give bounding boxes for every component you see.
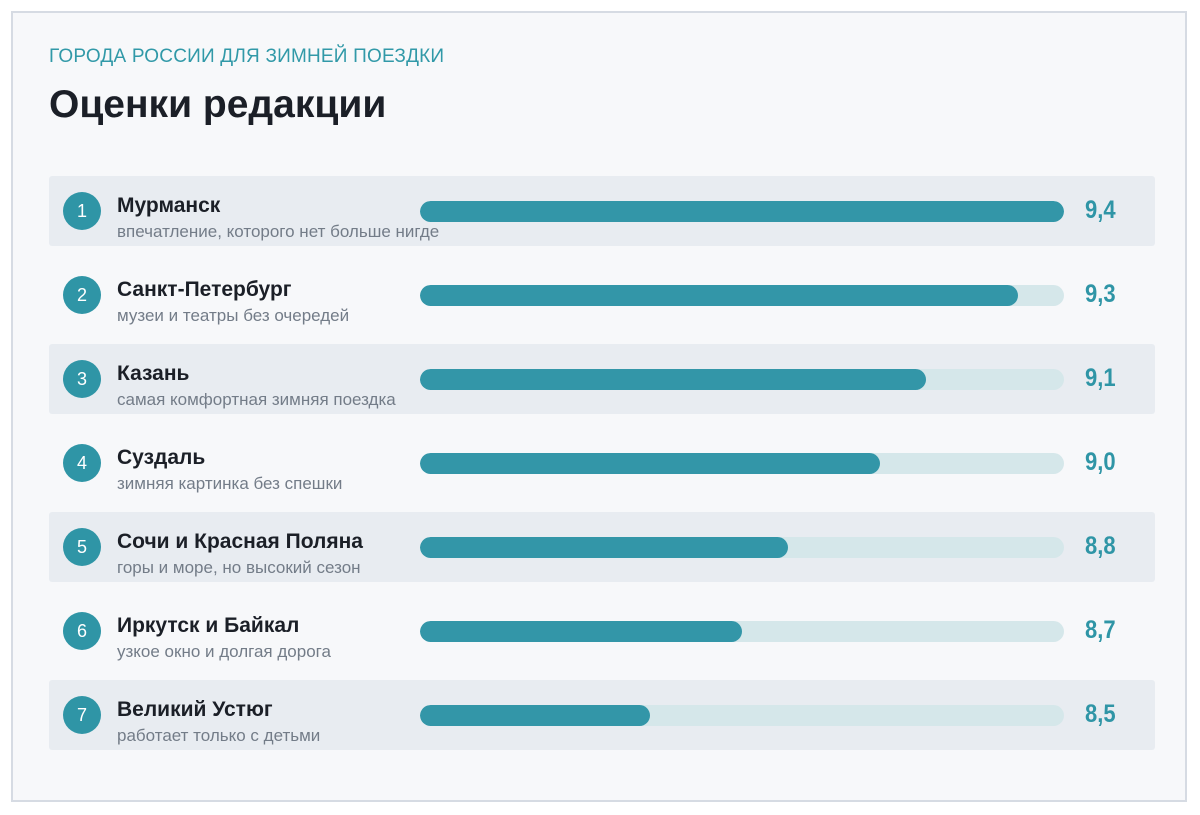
- bar-track: [420, 285, 1064, 306]
- city-name: Сочи и Красная Поляна: [117, 530, 363, 553]
- score-label: 9,4: [1085, 196, 1116, 224]
- bar-fill: [420, 285, 1019, 306]
- score-label: 8,7: [1085, 616, 1116, 644]
- bar-track: [420, 201, 1064, 222]
- rank-badge: 6: [63, 612, 101, 650]
- bar-fill: [420, 453, 880, 474]
- rank-badge: 4: [63, 444, 101, 482]
- rating-row: 1 Мурманск впечатление, которого нет больш…: [49, 176, 1155, 246]
- rating-row: 4 Суздаль зимняя картинка без спешки 9,0: [49, 428, 1155, 498]
- bar-track: [420, 705, 1064, 726]
- score-label: 8,8: [1085, 532, 1116, 560]
- city-note: зимняя картинка без спешки: [117, 474, 343, 493]
- city-note: впечатление, которого нет больше нигде: [117, 222, 440, 241]
- city-name: Иркутск и Байкал: [117, 614, 300, 637]
- score-label: 8,5: [1085, 700, 1116, 728]
- city-name: Санкт-Петербург: [117, 278, 292, 301]
- page-title: Оценки редакции: [49, 83, 387, 126]
- rating-row: 6 Иркутск и Байкал узкое окно и долгая дор…: [49, 596, 1155, 666]
- bar-fill: [420, 537, 788, 558]
- city-note: музеи и театры без очередей: [117, 306, 350, 325]
- rank-badge: 7: [63, 696, 101, 734]
- city-name: Мурманск: [117, 194, 221, 217]
- city-note: горы и море, но высокий сезон: [117, 558, 361, 577]
- rank-badge: 1: [63, 192, 101, 230]
- score-label: 9,1: [1085, 364, 1116, 392]
- bar-track: [420, 621, 1064, 642]
- bar-track: [420, 537, 1064, 558]
- bar-track: [420, 453, 1064, 474]
- bar-track: [420, 369, 1064, 390]
- bar-fill: [420, 705, 650, 726]
- bar-fill: [420, 369, 927, 390]
- ratings-list: 1 Мурманск впечатление, которого нет больш…: [49, 176, 1155, 764]
- bar-fill: [420, 621, 742, 642]
- city-name: Суздаль: [117, 446, 206, 469]
- city-note: работает только с детьми: [117, 726, 321, 745]
- rating-row: 7 Великий Устюг работает только с детьми 8,…: [49, 680, 1155, 750]
- city-note: самая комфортная зимняя поездка: [117, 390, 396, 409]
- kicker-label: ГОРОДА РОССИИ ДЛЯ ЗИМНЕЙ ПОЕЗДКИ: [49, 46, 445, 67]
- rank-badge: 3: [63, 360, 101, 398]
- score-label: 9,0: [1085, 448, 1116, 476]
- bar-fill: [420, 201, 1064, 222]
- score-label: 9,3: [1085, 280, 1116, 308]
- rating-row: 3 Казань самая комфортная зимняя поездка 9,…: [49, 344, 1155, 414]
- rating-row: 5 Сочи и Красная Поляна горы и море, но вы…: [49, 512, 1155, 582]
- city-name: Великий Устюг: [117, 698, 273, 721]
- rating-row: 2 Санкт-Петербург музеи и театры без очере…: [49, 260, 1155, 330]
- rank-badge: 5: [63, 528, 101, 566]
- city-note: узкое окно и долгая дорога: [117, 642, 331, 661]
- city-name: Казань: [117, 362, 190, 385]
- rank-badge: 2: [63, 276, 101, 314]
- ratings-card: ГОРОДА РОССИИ ДЛЯ ЗИМНЕЙ ПОЕЗДКИ Оценки …: [11, 11, 1187, 802]
